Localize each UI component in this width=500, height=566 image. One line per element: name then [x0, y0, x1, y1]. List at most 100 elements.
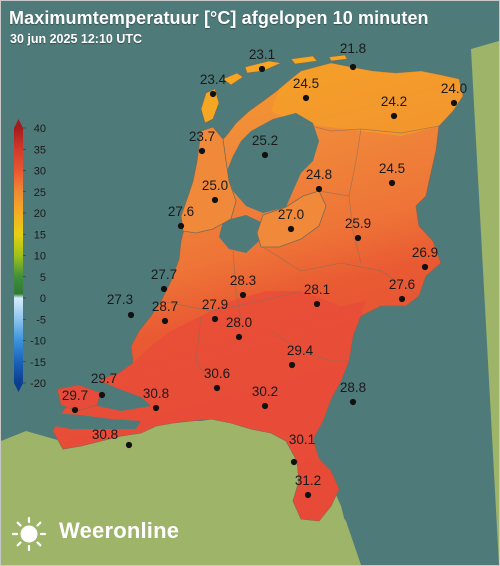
- station-value-label: 23.4: [200, 72, 227, 87]
- station-value-label: 27.6: [389, 277, 415, 292]
- island-texel: [200, 88, 220, 124]
- station-dot[interactable]: [211, 196, 219, 204]
- foreign-land-belgium: [1, 416, 356, 565]
- station-value-label: 30.8: [143, 386, 169, 401]
- station-value-label: 24.5: [293, 76, 319, 91]
- station-value-label: 30.2: [252, 384, 278, 399]
- station-value-label: 28.7: [152, 299, 178, 314]
- station-value-label: 24.2: [381, 94, 407, 109]
- station-dot[interactable]: [302, 94, 310, 102]
- station-value-label: 23.1: [249, 47, 275, 62]
- station-dot[interactable]: [261, 151, 269, 159]
- station-dot[interactable]: [288, 361, 296, 369]
- station-dot[interactable]: [388, 179, 396, 187]
- station-value-label: 28.0: [226, 315, 252, 330]
- scale-bar: [14, 128, 23, 383]
- station-dot[interactable]: [354, 234, 362, 242]
- station-dot[interactable]: [235, 333, 243, 341]
- station-dot[interactable]: [198, 147, 206, 155]
- zeeland-island-walcheren: [56, 384, 102, 412]
- island-vlieland: [222, 72, 244, 86]
- station-dot[interactable]: [213, 384, 221, 392]
- station-dot[interactable]: [211, 315, 219, 323]
- station-value-label: 27.0: [278, 207, 304, 222]
- station-dot[interactable]: [98, 391, 106, 399]
- station-dot[interactable]: [127, 311, 135, 319]
- island-schiermonnikoog: [328, 54, 348, 62]
- ijsselmeer-lake: [226, 113, 319, 213]
- station-value-label: 30.6: [204, 366, 230, 381]
- station-dot[interactable]: [258, 65, 266, 73]
- station-dot[interactable]: [315, 185, 323, 193]
- station-dot[interactable]: [71, 406, 79, 414]
- station-value-label: 31.2: [295, 473, 321, 488]
- scale-label: 0: [40, 293, 46, 305]
- scale-label: 25: [34, 187, 46, 199]
- station-dot[interactable]: [313, 300, 321, 308]
- station-dot[interactable]: [239, 291, 247, 299]
- station-dot[interactable]: [450, 99, 458, 107]
- station-dot[interactable]: [421, 263, 429, 271]
- station-value-label: 29.7: [91, 371, 117, 386]
- map-timestamp: 30 jun 2025 12:10 UTC: [10, 32, 143, 46]
- station-value-label: 25.9: [345, 216, 371, 231]
- brand-name: Weeronline: [59, 518, 180, 543]
- station-dot[interactable]: [290, 458, 298, 466]
- westerschelde-water: [49, 413, 141, 429]
- station-dot[interactable]: [160, 285, 168, 293]
- province-borders: [160, 120, 440, 392]
- station-dot[interactable]: [398, 295, 406, 303]
- station-value-label: 21.8: [340, 41, 366, 56]
- cool-zone-north: [271, 63, 463, 136]
- scale-label: 5: [40, 272, 46, 284]
- noord-holland: [180, 126, 237, 234]
- station-dot[interactable]: [177, 222, 185, 230]
- scale-label: 30: [34, 166, 46, 178]
- station-dot[interactable]: [261, 402, 269, 410]
- scale-label: -15: [30, 357, 46, 369]
- station-value-label: 28.8: [340, 380, 366, 395]
- station-value-label: 27.3: [107, 292, 133, 307]
- station-value-label: 27.9: [202, 297, 228, 312]
- flevoland-polder: [256, 190, 327, 248]
- station-value-label: 24.5: [379, 161, 405, 176]
- station-value-label: 28.1: [304, 282, 330, 297]
- station-value-label: 27.6: [168, 204, 194, 219]
- scale-label: 20: [34, 208, 46, 220]
- scale-label: -10: [30, 336, 46, 348]
- station-dot[interactable]: [304, 491, 312, 499]
- scale-max-arrow: [14, 119, 23, 128]
- station-value-label: 28.3: [230, 273, 256, 288]
- hot-zone-south: [53, 291, 366, 521]
- station-dot[interactable]: [152, 404, 160, 412]
- station-dot[interactable]: [125, 441, 133, 449]
- markermeer-lake: [219, 215, 263, 253]
- station-dot[interactable]: [349, 63, 357, 71]
- station-value-label: 25.0: [202, 178, 228, 193]
- stations-layer: 23.1 21.8 23.4 24.5 24.0 24.2 23.7 25.2 24.8 24.5…: [62, 41, 467, 499]
- station-dot[interactable]: [287, 225, 295, 233]
- station-value-label: 23.7: [189, 129, 215, 144]
- brand: Weeronline: [11, 518, 179, 544]
- scale-min-arrow: [14, 383, 23, 392]
- station-value-label: 25.2: [252, 133, 278, 148]
- temperature-scale: 40 35 30 25 20 15 10 5 0 -5 -10 -15 -20: [14, 119, 46, 392]
- station-value-label: 29.7: [62, 388, 88, 403]
- station-dot[interactable]: [390, 112, 398, 120]
- station-dot[interactable]: [349, 398, 357, 406]
- scale-label: -5: [36, 314, 46, 326]
- station-value-label: 30.8: [92, 427, 118, 442]
- island-ameland: [290, 55, 318, 65]
- station-value-label: 24.8: [306, 167, 332, 182]
- station-value-label: 27.7: [151, 267, 177, 282]
- station-dot[interactable]: [161, 317, 169, 325]
- scale-label: 40: [34, 123, 46, 135]
- scale-label: -20: [30, 378, 46, 390]
- station-value-label: 30.1: [289, 432, 315, 447]
- station-value-label: 26.9: [412, 245, 438, 260]
- sun-logo-icon: [11, 516, 47, 552]
- station-dot[interactable]: [209, 90, 217, 98]
- map-title: Maximumtemperatuur [°C] afgelopen 10 min…: [9, 8, 429, 28]
